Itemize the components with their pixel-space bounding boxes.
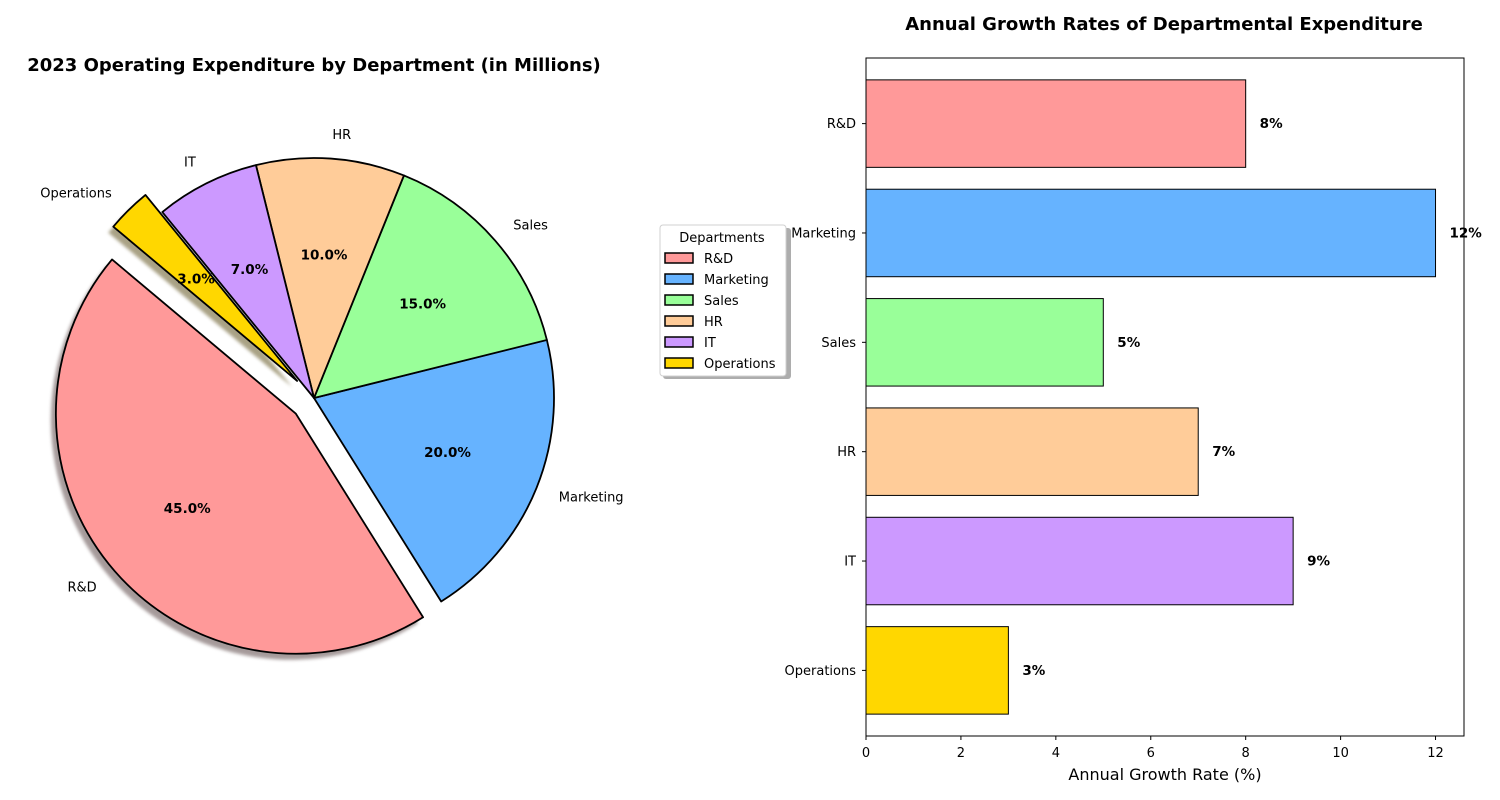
pie-labels: R&D Marketing Sales HR IT Operations <box>40 128 623 595</box>
plot-frame <box>865 57 1465 737</box>
legend-label-hr: HR <box>704 315 723 330</box>
bar-sales <box>865 298 1104 387</box>
x-axis-label: Annual Growth Rate (%) <box>1068 765 1261 784</box>
pie-title: 2023 Operating Expenditure by Department… <box>27 55 601 76</box>
pie-percent-r-d: 45.0% <box>164 501 211 517</box>
pie-slices <box>54 157 555 655</box>
bar-marketing <box>865 188 1437 278</box>
bar-value-label-operations: 3% <box>1022 663 1045 679</box>
pie-label-sales: Sales <box>513 218 548 233</box>
x-tick-label-6: 6 <box>1147 746 1155 761</box>
x-tick-label-12: 12 <box>1427 746 1444 761</box>
y-tick-label-operations: Operations <box>785 664 857 679</box>
legend-swatch-sales <box>664 294 694 306</box>
legend-swatch-it <box>664 336 694 348</box>
pie-percent-it: 7.0% <box>231 262 269 278</box>
pie-slice-marketing <box>313 339 555 603</box>
pie-label-operations: Operations <box>40 186 112 201</box>
legend-label-marketing: Marketing <box>704 273 769 288</box>
pie-slice-sales <box>313 174 548 399</box>
y-tick-label-it: IT <box>844 555 856 570</box>
pie-percent-sales: 15.0% <box>399 297 446 313</box>
bar-value-label-marketing: 12% <box>1450 225 1483 241</box>
pie-label-marketing: Marketing <box>559 490 624 505</box>
legend-swatch-operations <box>664 357 694 369</box>
y-tick-label-sales: Sales <box>821 336 856 351</box>
bar-value-label-hr: 7% <box>1212 444 1235 460</box>
legend-entries: R&D Marketing Sales HR IT Operations <box>664 252 776 372</box>
bar-hr <box>865 407 1199 496</box>
x-tick-label-10: 10 <box>1332 746 1349 761</box>
pie-label-r-d: R&D <box>67 580 96 595</box>
legend-label-sales: Sales <box>704 294 739 309</box>
bar-bars <box>865 79 1437 715</box>
x-tick-label-2: 2 <box>957 746 965 761</box>
pie-slice-hr <box>255 157 405 399</box>
pie-percent-labels: 45.0% 20.0% 15.0% 10.0% 7.0% 3.0% <box>164 247 472 517</box>
pie-percent-hr: 10.0% <box>301 247 348 263</box>
y-tick-label-marketing: Marketing <box>791 226 856 241</box>
legend-label-it: IT <box>704 336 716 351</box>
bar-value-label-it: 9% <box>1307 554 1330 570</box>
x-axis-ticks: 0 2 4 6 8 10 12 <box>862 736 1444 761</box>
legend-swatch-hr <box>664 315 694 327</box>
legend-label-operations: Operations <box>704 357 776 372</box>
bar-value-label-r-d: 8% <box>1260 116 1283 132</box>
pie-slice-it <box>161 164 315 399</box>
x-tick-label-0: 0 <box>862 746 870 761</box>
legend: Departments R&D Marketing Sales HR IT Operati… <box>659 224 791 379</box>
bar-chart: Annual Growth Rates of Departmental Expe… <box>785 14 1483 784</box>
bar-category-labels: R&D Marketing Sales HR IT Operations <box>785 117 866 679</box>
x-tick-label-8: 8 <box>1242 746 1250 761</box>
legend-title: Departments <box>679 231 765 246</box>
pie-slice-r-d <box>54 258 424 655</box>
bar-operations <box>865 626 1009 715</box>
bar-it <box>865 516 1294 606</box>
bar-title: Annual Growth Rates of Departmental Expe… <box>905 14 1423 35</box>
pie-label-hr: HR <box>332 128 351 143</box>
pie-slice-operations <box>112 194 299 382</box>
y-tick-label-r-d: R&D <box>827 117 856 132</box>
legend-swatch-marketing <box>664 273 694 285</box>
bar-r-d <box>865 79 1247 168</box>
x-tick-label-4: 4 <box>1052 746 1060 761</box>
legend-swatch-r-d <box>664 252 694 264</box>
pie-percent-marketing: 20.0% <box>424 445 471 461</box>
bar-value-label-sales: 5% <box>1117 335 1140 351</box>
bar-value-labels: 8% 12% 5% 7% 9% 3% <box>1022 116 1482 679</box>
legend-label-r-d: R&D <box>704 252 733 267</box>
y-tick-label-hr: HR <box>837 445 856 460</box>
pie-percent-operations: 3.0% <box>177 271 215 287</box>
pie-chart: 2023 Operating Expenditure by Department… <box>27 55 624 660</box>
pie-label-it: IT <box>184 155 196 170</box>
